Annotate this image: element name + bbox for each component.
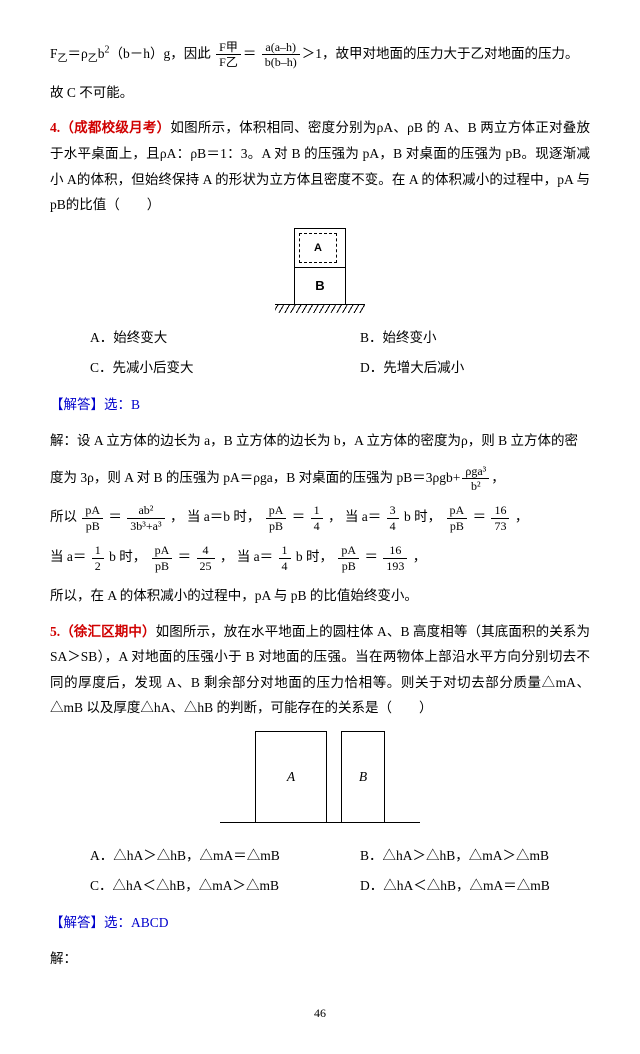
q4-sol-line2: 所以 pApB ＝ ab²3b³+a³ ， 当 a＝b 时， pApB ＝ 14… <box>50 503 590 533</box>
page-number: 46 <box>50 1002 590 1025</box>
q4-title: 4.（成都校级月考） <box>50 120 170 135</box>
q4-options: A．始终变大 B．始终变小 C．先减小后变大 D．先增大后减小 <box>90 323 630 382</box>
q5-figure: A B <box>50 731 590 831</box>
q5-sol: 解： <box>50 946 590 972</box>
q4-option-d: D．先增大后减小 <box>360 353 630 383</box>
intro-line1: F乙＝ρ乙b2（b－h）g，因此 F甲 F乙 ＝ a(a–h) b(b–h) ＞… <box>50 40 590 70</box>
q5-options: A．△hA＞△hB，△mA＝△mB B．△hA＞△hB，△mA＞△mB C．△h… <box>90 841 630 900</box>
q4-stem: 4.（成都校级月考）如图所示，体积相同、密度分别为ρA、ρB 的 A、B 两立方… <box>50 115 590 218</box>
figure-block-a: A <box>299 233 337 263</box>
fraction: ρga³b² <box>462 464 489 494</box>
figure-block-b: B <box>295 267 345 304</box>
fraction-ah: a(a–h) b(b–h) <box>262 40 300 70</box>
ground-icon <box>220 822 420 831</box>
q4-sol-p1: 解：设 A 立方体的边长为 a，B 立方体的边长为 b，A 立方体的密度为ρ，则… <box>50 428 590 454</box>
intro-line2: 故 C 不可能。 <box>50 80 590 106</box>
fraction-f: F甲 F乙 <box>216 40 241 70</box>
q4-option-c: C．先减小后变大 <box>90 353 360 383</box>
q4-sol-line3: 当 a＝ 12 b 时， pApB ＝ 425 ， 当 a＝ 14 b 时， p… <box>50 543 590 573</box>
q4-option-b: B．始终变小 <box>360 323 630 353</box>
q5-answer-line: 【解答】选：ABCD <box>50 910 590 936</box>
cylinder-b: B <box>341 731 385 822</box>
q5-option-b: B．△hA＞△hB，△mA＞△mB <box>360 841 630 871</box>
q4-sol-end: 所以，在 A 的体积减小的过程中，pA 与 pB 的比值始终变小。 <box>50 583 590 609</box>
ground-icon <box>275 304 365 313</box>
q4-answer-line: 【解答】选：B <box>50 392 590 418</box>
q5-option-c: C．△hA＜△hB，△mA＞△mB <box>90 871 360 901</box>
cylinder-a: A <box>255 731 327 822</box>
q5-option-a: A．△hA＞△hB，△mA＝△mB <box>90 841 360 871</box>
q4-figure: A B <box>50 228 590 313</box>
q4-option-a: A．始终变大 <box>90 323 360 353</box>
q5-stem: 5.（徐汇区期中）如图所示，放在水平地面上的圆柱体 A、B 高度相等（其底面积的… <box>50 619 590 722</box>
q5-title: 5.（徐汇区期中） <box>50 624 156 639</box>
q5-option-d: D．△hA＜△hB，△mA＝△mB <box>360 871 630 901</box>
text: F <box>50 46 58 61</box>
q4-sol-p2: 度为 3ρ，则 A 对 B 的压强为 pA＝ρga，B 对桌面的压强为 pB＝3… <box>50 464 590 494</box>
